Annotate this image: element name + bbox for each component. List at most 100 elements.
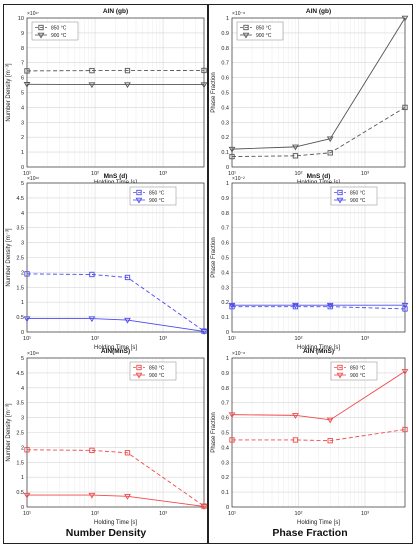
x-axis-label: Holding Time [s] <box>94 345 137 351</box>
x-tick-label: 10² <box>295 511 303 517</box>
axis-exponent: ×10⁻⁸ <box>232 11 245 17</box>
axis-exponent: ×10⁻² <box>232 176 245 182</box>
plot-border <box>231 182 406 333</box>
chart-4: 10¹ 10² 10³ 0 0.1 0.2 0.3 0.4 0.5 0.6 0.7 0.8 0.9 1×1… <box>211 173 409 351</box>
data-point <box>124 274 131 281</box>
data-point <box>23 492 31 499</box>
plot-border <box>26 17 205 168</box>
y-tick-label: 0.7 <box>221 61 229 67</box>
axis-exponent: ×10¹⁶ <box>27 176 39 182</box>
y-tick-label: 0.5 <box>16 315 24 321</box>
legend-marker <box>336 197 344 204</box>
x-tick-label: 10³ <box>361 171 369 177</box>
y-tick-label: 0 <box>21 505 24 511</box>
legend-marker <box>37 32 45 39</box>
data-point <box>229 437 235 443</box>
legend-marker <box>336 372 344 379</box>
y-tick-label: 5 <box>21 356 24 362</box>
legend-marker <box>135 372 143 379</box>
y-tick-label: 0.4 <box>221 270 229 276</box>
data-point <box>292 413 299 419</box>
y-tick-label: 0 <box>226 330 229 336</box>
column-title-number-density: Number Density <box>65 527 147 539</box>
y-tick-label: 1 <box>226 356 229 362</box>
chart-6: 10¹ 10² 10³ 0 0.1 0.2 0.3 0.4 0.5 0.6 0.7 0.8 0.9 1×1… <box>211 348 409 526</box>
x-tick-label: 10² <box>91 511 99 517</box>
data-point <box>229 153 235 160</box>
plot-border <box>26 357 205 508</box>
data-point <box>327 304 333 310</box>
x-tick-label: 10³ <box>361 511 369 517</box>
y-tick-label: 0.8 <box>221 386 229 392</box>
data-point <box>292 302 299 309</box>
data-point <box>229 304 235 310</box>
y-tick-label: 0.3 <box>221 460 229 466</box>
y-tick-label: 1 <box>21 475 24 481</box>
y-tick-label: 8 <box>21 46 24 52</box>
y-tick-label: 0.7 <box>221 401 229 407</box>
y-axis-label: Number Density [m⁻³] <box>6 63 12 122</box>
y-tick-label: 1 <box>21 300 24 306</box>
legend-marker <box>242 32 250 39</box>
data-point <box>23 82 31 88</box>
y-axis-label: Number Density [m⁻³] <box>6 228 12 287</box>
y-tick-label: 3.5 <box>16 226 24 232</box>
y-tick-label: 4 <box>21 386 24 392</box>
legend-marker <box>38 24 44 31</box>
y-tick-label: 2.5 <box>16 256 24 262</box>
data-point <box>23 316 31 323</box>
y-tick-label: 2 <box>21 445 24 451</box>
data-point <box>124 82 131 89</box>
data-point <box>124 67 131 74</box>
data-point <box>292 144 299 151</box>
y-tick-label: 0.4 <box>221 445 229 451</box>
y-axis-label: Number Density [m⁻³] <box>6 403 12 462</box>
y-tick-label: 0.4 <box>221 105 229 111</box>
data-point <box>326 417 334 424</box>
y-tick-label: 0.5 <box>221 431 229 437</box>
y-tick-label: 1 <box>21 150 24 156</box>
y-tick-label: 0.9 <box>221 196 229 202</box>
y-tick-label: 3.5 <box>16 401 24 407</box>
x-tick-label: 10² <box>295 336 303 342</box>
data-point <box>402 306 408 312</box>
chart-title: AlN (gb) <box>103 8 128 15</box>
y-tick-label: 5 <box>21 181 24 187</box>
y-tick-label: 0 <box>21 330 24 336</box>
data-point <box>201 67 207 74</box>
x-axis-label: Holding Time [s] <box>297 520 340 526</box>
y-tick-label: 0.2 <box>221 300 229 306</box>
chart-title: AlN (gb) <box>306 8 331 15</box>
y-tick-label: 2 <box>21 135 24 141</box>
axis-exponent: ×10⁻⁸ <box>232 351 245 357</box>
y-tick-label: 0.8 <box>221 46 229 52</box>
y-axis-label: Phase Fraction <box>211 72 217 112</box>
y-tick-label: 6 <box>21 76 24 82</box>
x-tick-label: 10³ <box>159 336 167 342</box>
chart-title: MnS (d) <box>307 173 331 180</box>
data-point <box>124 494 131 500</box>
data-point <box>326 302 334 309</box>
data-point <box>327 438 333 444</box>
y-tick-label: 0.9 <box>221 371 229 377</box>
y-tick-label: 3 <box>21 241 24 247</box>
series-line-2 <box>27 494 205 507</box>
legend-marker <box>337 364 343 371</box>
data-point <box>88 492 96 499</box>
plot-border <box>26 182 205 333</box>
y-tick-label: 0.8 <box>221 211 229 217</box>
x-tick-label: 10² <box>91 171 99 177</box>
legend-label: 900 °C <box>149 198 165 204</box>
y-tick-label: 0.7 <box>221 226 229 232</box>
x-tick-label: 10³ <box>159 511 167 517</box>
y-tick-label: 0.5 <box>16 490 24 496</box>
data-point <box>200 82 208 89</box>
data-point <box>124 317 131 324</box>
legend-label: 900 °C <box>350 373 366 379</box>
chart-title: AlN(MnS) <box>101 348 130 355</box>
axis-exponent: ×10¹⁷ <box>27 11 39 17</box>
column-divider <box>207 4 209 544</box>
chart-title: MnS (d) <box>104 173 128 180</box>
y-tick-label: 9 <box>21 31 24 37</box>
